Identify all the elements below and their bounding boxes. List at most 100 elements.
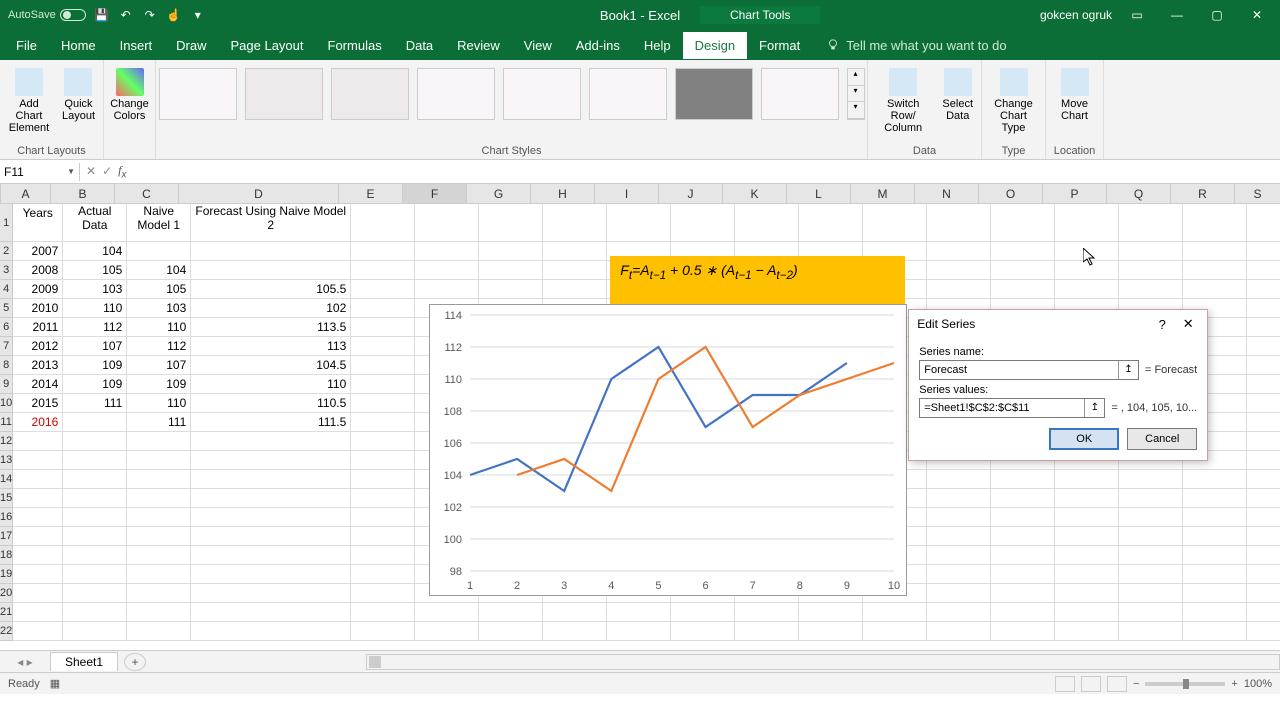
cell[interactable]	[1183, 242, 1247, 261]
cell[interactable]	[63, 584, 127, 603]
cell[interactable]	[351, 527, 415, 546]
row-header[interactable]: 11	[0, 413, 13, 432]
cell[interactable]	[1119, 470, 1183, 489]
cell[interactable]	[927, 622, 991, 641]
sheet-tab[interactable]: Sheet1	[50, 652, 118, 671]
cell[interactable]	[13, 527, 63, 546]
cell[interactable]	[191, 451, 351, 470]
column-header[interactable]: A	[1, 184, 51, 203]
menu-draw[interactable]: Draw	[164, 32, 218, 59]
cell[interactable]	[191, 584, 351, 603]
row-header[interactable]: 2	[0, 242, 13, 261]
cell[interactable]	[479, 603, 543, 622]
cell[interactable]	[1119, 527, 1183, 546]
cell[interactable]	[1055, 204, 1119, 242]
quick-layout-button[interactable]: Quick Layout	[56, 64, 101, 138]
cell[interactable]	[799, 603, 863, 622]
cell[interactable]	[63, 622, 127, 641]
cell[interactable]	[1119, 261, 1183, 280]
cell[interactable]	[1247, 546, 1280, 565]
cell[interactable]	[191, 546, 351, 565]
cell[interactable]: 110	[127, 394, 191, 413]
cell[interactable]	[863, 204, 927, 242]
gallery-scroll[interactable]: ▴▾▾	[847, 68, 865, 120]
cell[interactable]	[1183, 204, 1247, 242]
cell[interactable]	[479, 242, 543, 261]
cell[interactable]	[1247, 204, 1280, 242]
cell[interactable]	[351, 603, 415, 622]
cell[interactable]	[127, 603, 191, 622]
row-header[interactable]: 1	[0, 204, 13, 242]
close-icon[interactable]: ✕	[1242, 3, 1272, 27]
cell[interactable]	[607, 622, 671, 641]
cell[interactable]	[1247, 584, 1280, 603]
change-colors-button[interactable]: Change Colors	[104, 64, 155, 126]
cell[interactable]	[863, 622, 927, 641]
row-header[interactable]: 8	[0, 356, 13, 375]
cell[interactable]	[1247, 470, 1280, 489]
cancel-button[interactable]: Cancel	[1127, 428, 1197, 450]
cell[interactable]: 107	[127, 356, 191, 375]
cell[interactable]	[1055, 527, 1119, 546]
row-header[interactable]: 3	[0, 261, 13, 280]
cell[interactable]	[13, 470, 63, 489]
cell[interactable]	[1119, 565, 1183, 584]
cell[interactable]	[1119, 204, 1183, 242]
menu-view[interactable]: View	[512, 32, 564, 59]
cell[interactable]	[1247, 261, 1280, 280]
collapse-icon[interactable]: ↥	[1084, 399, 1104, 417]
cell[interactable]	[1247, 565, 1280, 584]
cell[interactable]	[991, 527, 1055, 546]
collapse-icon[interactable]: ↥	[1118, 361, 1138, 379]
style-thumb[interactable]	[675, 68, 753, 120]
cell[interactable]	[991, 470, 1055, 489]
cell[interactable]: 2011	[13, 318, 63, 337]
menu-review[interactable]: Review	[445, 32, 512, 59]
column-header[interactable]: D	[179, 184, 339, 203]
cell[interactable]	[415, 603, 479, 622]
cell[interactable]	[543, 242, 607, 261]
cell[interactable]	[927, 527, 991, 546]
column-header[interactable]: Q	[1107, 184, 1171, 203]
cell[interactable]	[991, 242, 1055, 261]
cell[interactable]: 107	[63, 337, 127, 356]
style-thumb[interactable]	[159, 68, 237, 120]
cell[interactable]	[127, 432, 191, 451]
row-header[interactable]: 15	[0, 489, 13, 508]
touch-icon[interactable]: ☝	[166, 7, 182, 23]
add-chart-element-button[interactable]: Add Chart Element	[2, 64, 56, 138]
cell[interactable]	[1183, 508, 1247, 527]
cell[interactable]	[191, 432, 351, 451]
cell[interactable]	[351, 394, 415, 413]
help-icon[interactable]: ?	[1151, 315, 1173, 333]
cell[interactable]	[351, 318, 415, 337]
cell[interactable]	[1247, 451, 1280, 470]
cell[interactable]: Forecast Using Naive Model 2	[191, 204, 351, 242]
cell[interactable]	[1247, 527, 1280, 546]
cell[interactable]	[127, 622, 191, 641]
column-header[interactable]: M	[851, 184, 915, 203]
cell[interactable]: 109	[63, 375, 127, 394]
cell[interactable]	[1247, 622, 1280, 641]
cell[interactable]	[351, 584, 415, 603]
cell[interactable]	[191, 261, 351, 280]
cell[interactable]	[351, 565, 415, 584]
cell[interactable]	[927, 489, 991, 508]
pagebreak-view-button[interactable]	[1107, 676, 1127, 692]
cell[interactable]	[799, 204, 863, 242]
column-header[interactable]: B	[51, 184, 115, 203]
cell[interactable]	[127, 565, 191, 584]
cell[interactable]	[63, 451, 127, 470]
menu-addins[interactable]: Add-ins	[564, 32, 632, 59]
cell[interactable]	[191, 622, 351, 641]
cell[interactable]	[1247, 375, 1280, 394]
cell[interactable]	[63, 508, 127, 527]
ok-button[interactable]: OK	[1049, 428, 1119, 450]
column-header[interactable]: C	[115, 184, 179, 203]
style-thumb[interactable]	[503, 68, 581, 120]
cell[interactable]: 102	[191, 299, 351, 318]
cell[interactable]	[63, 527, 127, 546]
cell[interactable]	[927, 470, 991, 489]
cell[interactable]	[1183, 261, 1247, 280]
cell[interactable]	[927, 242, 991, 261]
